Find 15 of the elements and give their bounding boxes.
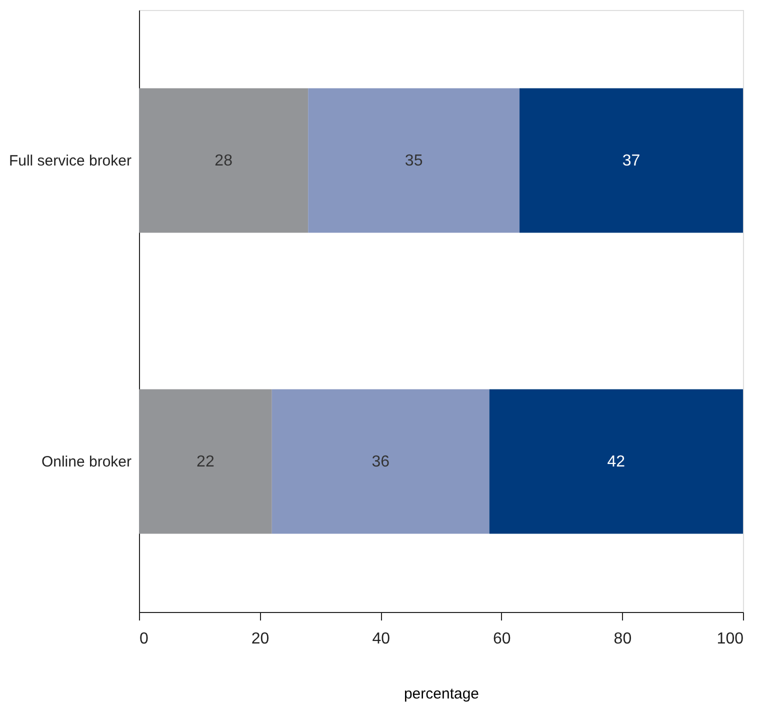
x-tick-label: 80 xyxy=(614,630,632,648)
x-tick-label: 60 xyxy=(493,630,511,648)
x-tick-label: 0 xyxy=(140,630,148,648)
y-tick-label: Full service broker xyxy=(8,152,132,170)
x-tick-label: 100 xyxy=(716,630,744,648)
x-axis-title: percentage xyxy=(404,686,480,702)
data-label: 22 xyxy=(196,454,214,470)
data-label: 36 xyxy=(372,454,390,470)
y-tick-label: Online broker xyxy=(41,454,132,470)
x-tick-label: 40 xyxy=(372,630,390,648)
x-tick-label: 20 xyxy=(251,630,270,648)
data-label: 35 xyxy=(404,152,423,170)
data-label: 37 xyxy=(622,152,640,170)
data-label: 42 xyxy=(607,454,626,470)
data-label: 28 xyxy=(214,152,233,170)
